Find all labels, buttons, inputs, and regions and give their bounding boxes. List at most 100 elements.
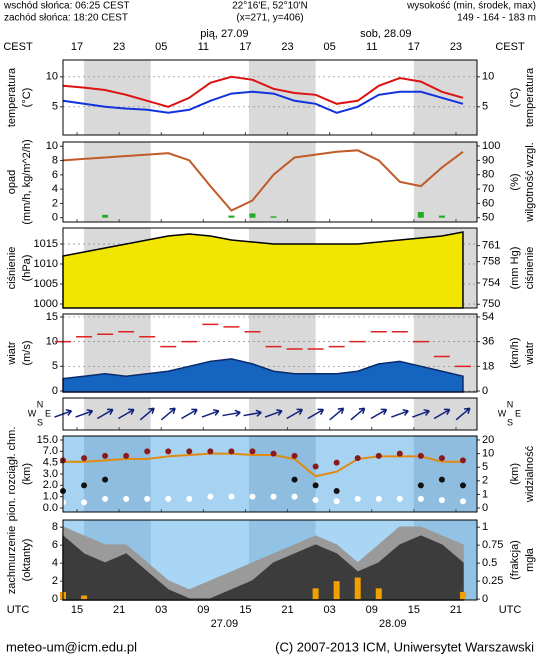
date-label: sob, 28.09 [360, 28, 411, 40]
cloud-dot [81, 499, 88, 506]
panel-frame [62, 59, 478, 136]
compass-label: S [507, 417, 513, 427]
y-tick-label: 1.0 [43, 491, 58, 503]
series-area [62, 358, 464, 393]
cloud-dot [186, 495, 193, 502]
cloud-dot [249, 493, 256, 500]
y-tick-label: 5 [52, 360, 58, 372]
cloud-dot [438, 455, 445, 462]
y2-tick-label: 36 [482, 336, 494, 348]
panel-frame [62, 397, 478, 431]
wind-arrow [350, 407, 366, 421]
top-tick-label: 23 [450, 41, 462, 53]
panel-frame [62, 313, 478, 393]
wind-arrow [96, 408, 114, 420]
cloud-dot [312, 497, 319, 504]
y2-tick-label: 761 [482, 240, 500, 252]
cloud-dot [459, 498, 466, 505]
coords: 22°16'E, 52°10'N [232, 1, 308, 12]
bar [81, 595, 88, 600]
cloud-dot [291, 452, 298, 459]
wind-arrow [243, 409, 262, 417]
y2-unit: (mm Hg) [509, 247, 521, 290]
top-tick-label: 05 [155, 41, 167, 53]
wind-arrow [75, 409, 94, 418]
y2-label: wilgotność wzgl. [524, 142, 536, 222]
wind-arrow [264, 409, 283, 418]
y-label: temperatura [6, 67, 18, 127]
series-area [62, 534, 464, 601]
series-area [62, 231, 464, 309]
cloud-dot [270, 493, 277, 500]
wind-arrow [370, 408, 388, 420]
y-label: opad [6, 170, 18, 194]
cloud-dot [249, 448, 256, 455]
cloud-dot [438, 476, 445, 483]
y-unit: (mm/h, kg/m^2/h) [21, 139, 33, 224]
compass-label: E [45, 408, 51, 418]
y2-tick-label: 1 [482, 521, 488, 533]
wind-arrow [139, 407, 155, 421]
y2-tick-label: 0.5 [482, 557, 497, 569]
cloud-dot [312, 482, 319, 489]
height-title: wysokość (min, środek, max) [406, 1, 536, 12]
y2-tick-label: 10 [482, 71, 494, 83]
y2-tick-label: 5 [482, 461, 488, 473]
series-line [62, 75, 464, 108]
night-band [413, 60, 477, 135]
cloud-dot [81, 455, 88, 462]
night-band [84, 398, 151, 430]
cloud-dot [102, 495, 109, 502]
cloud-dot [417, 495, 424, 502]
y-label: pion. rozciągł. chm. [6, 427, 18, 522]
panel-frame [62, 141, 478, 223]
cloud-dot [291, 493, 298, 500]
cloud-dot [417, 482, 424, 489]
y2-unit: (frakcja) [509, 540, 521, 580]
cloud-dot [396, 450, 403, 457]
compass-label: N [37, 399, 44, 409]
y2-tick-label: 1 [482, 488, 488, 500]
y-tick-label: 3.0 [43, 468, 58, 480]
cloud-dot [333, 488, 340, 494]
bar [102, 214, 109, 218]
night-band [84, 436, 151, 512]
wind-arrow [222, 409, 241, 417]
y-tick-label: 2 [52, 197, 58, 209]
wind-arrow [412, 409, 430, 418]
y2-label: widzialność [524, 445, 536, 503]
compass-label: W [498, 408, 507, 418]
y2-tick-label: 750 [482, 298, 500, 310]
night-band [413, 142, 477, 222]
top-tick-label: 17 [408, 41, 420, 53]
y-tick-label: 7.0 [43, 445, 58, 457]
y-tick-label: 6 [52, 539, 58, 551]
y2-tick-label: 0.25 [482, 575, 503, 587]
y2-unit: (km) [509, 463, 521, 485]
bottom-tick-label: 15 [408, 604, 420, 616]
y2-unit: (%) [509, 173, 521, 190]
cloud-dot [102, 452, 109, 459]
cloud-dot [459, 457, 466, 464]
y-tick-label: 0 [52, 593, 58, 605]
y-tick-label: 8 [52, 521, 58, 533]
cloud-dot [438, 497, 445, 504]
sunrise: wschód słońca: 06:25 CEST [3, 1, 130, 12]
y-tick-label: 1000 [34, 298, 58, 310]
night-band [248, 436, 316, 512]
top-tick-label: 17 [239, 41, 251, 53]
y-tick-label: 0.0 [43, 502, 58, 514]
y-tick-label: 4.5 [43, 457, 58, 469]
top-tick-label: 11 [366, 41, 377, 53]
y-label: zachmurzenie [6, 526, 18, 594]
y2-tick-label: 70 [482, 183, 494, 195]
night-band [413, 436, 477, 512]
y2-tick-label: 2 [482, 475, 488, 487]
series-line [63, 452, 463, 478]
cloud-dot [165, 495, 172, 502]
cloud-dot [144, 448, 151, 455]
bottom-tick-label: 09 [197, 604, 209, 616]
night-band [248, 142, 316, 222]
top-tick-label: 23 [113, 41, 125, 53]
